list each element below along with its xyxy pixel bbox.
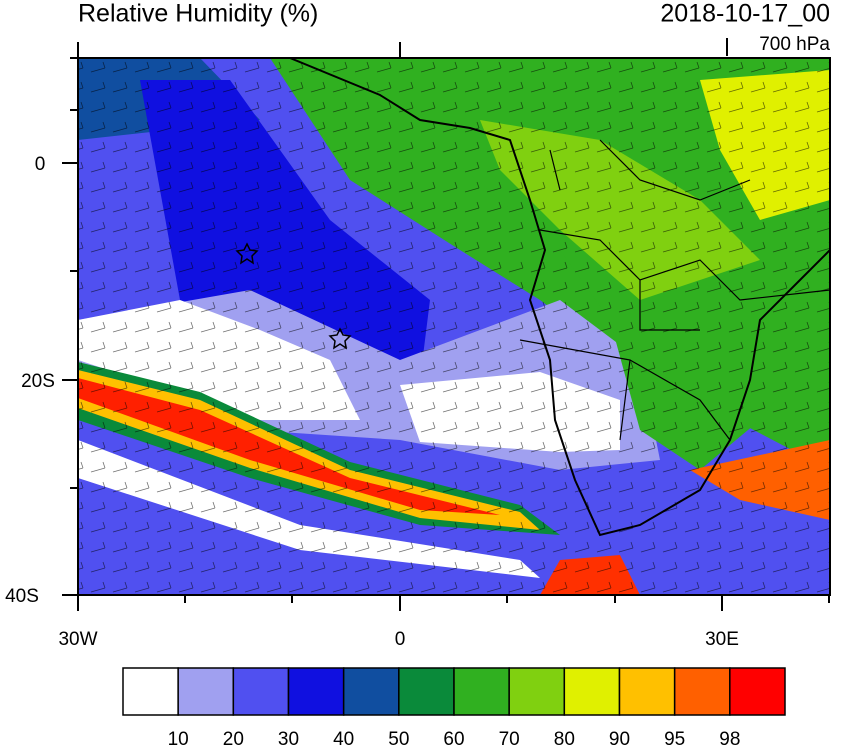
colorbar-label: 95 bbox=[664, 729, 685, 750]
station-star bbox=[235, 242, 259, 265]
lat-label: 20S bbox=[21, 371, 55, 392]
colorbar-box bbox=[177, 667, 235, 716]
lon-label: 0 bbox=[395, 629, 406, 650]
colorbar-box bbox=[342, 667, 400, 716]
borders bbox=[519, 139, 830, 441]
colorbar: 10 20 30 40 50 60 70 80 90 95 98 bbox=[122, 667, 786, 750]
colorbar-box bbox=[729, 667, 786, 716]
colorbar-label: 70 bbox=[499, 729, 520, 750]
date: 2018-10-17_00 bbox=[660, 0, 830, 28]
colorbar-box bbox=[398, 667, 455, 716]
map-frame bbox=[77, 57, 831, 596]
colorbar-label: 10 bbox=[168, 729, 189, 750]
station-star bbox=[328, 327, 352, 350]
colorbar-label: 40 bbox=[333, 729, 354, 750]
colorbar-label: 98 bbox=[719, 729, 740, 750]
colorbar-box bbox=[563, 667, 621, 716]
colorbar-label: 30 bbox=[278, 729, 299, 750]
coastline bbox=[289, 58, 830, 537]
map-field bbox=[78, 58, 830, 595]
colorbar-label: 50 bbox=[388, 729, 409, 750]
colorbar-label: 90 bbox=[609, 729, 630, 750]
wind-barbs bbox=[78, 58, 830, 595]
colorbar-label: 20 bbox=[223, 729, 244, 750]
level: 700 hPa bbox=[759, 34, 830, 55]
colorbar-box bbox=[453, 667, 510, 716]
colorbar-box bbox=[508, 667, 566, 716]
lat-label: 0 bbox=[35, 154, 46, 175]
axis-ticks bbox=[62, 42, 830, 611]
lon-label: 30W bbox=[58, 629, 97, 650]
colorbar-box bbox=[287, 667, 345, 716]
lat-label: 40S bbox=[5, 586, 39, 607]
colorbar-box bbox=[232, 667, 290, 716]
colorbar-label: 80 bbox=[554, 729, 575, 750]
colorbar-box bbox=[673, 667, 731, 716]
colorbar-box bbox=[122, 667, 179, 716]
lon-label: 30E bbox=[705, 629, 739, 650]
colorbar-box bbox=[618, 667, 676, 716]
colorbar-label: 60 bbox=[443, 729, 464, 750]
title: Relative Humidity (%) bbox=[78, 0, 318, 28]
